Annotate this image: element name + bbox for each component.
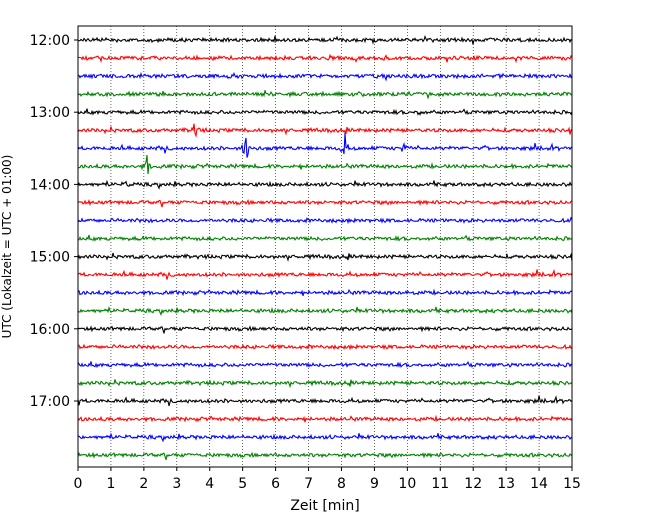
x-tick-label: 5 — [238, 476, 247, 492]
x-axis-label: Zeit [min] — [290, 498, 359, 514]
trace-row-1230 — [77, 71, 573, 82]
x-tick-label: 11 — [431, 476, 449, 492]
trace-row-1245 — [77, 90, 573, 100]
x-tick-label: 0 — [74, 476, 83, 492]
x-tick-label: 8 — [337, 476, 346, 492]
x-tick-label: 10 — [398, 476, 416, 492]
x-tick-label: 15 — [563, 476, 581, 492]
trace-row-1745 — [77, 451, 573, 460]
trace-row-1515 — [77, 268, 573, 280]
trace-row-1215 — [77, 53, 573, 64]
y-tick-label: 13:00 — [30, 105, 70, 121]
trace-row-1715 — [77, 414, 573, 423]
x-tick-label: 2 — [139, 476, 148, 492]
x-tick-label: 1 — [106, 476, 115, 492]
y-tick-label: 15:00 — [30, 250, 70, 266]
trace-row-1330 — [77, 132, 573, 158]
y-axis-ticks: 12:00 13:00 14:00 15:00 16:00 17:00 — [30, 33, 78, 410]
trace-row-1730 — [77, 432, 573, 443]
x-tick-label: 9 — [370, 476, 379, 492]
trace-row-1445 — [77, 234, 573, 242]
y-tick-label: 16:00 — [30, 322, 70, 338]
trace-row-1200 — [77, 35, 573, 45]
y-tick-label: 17:00 — [30, 394, 70, 410]
y-tick-label: 12:00 — [30, 33, 70, 49]
trace-row-1545 — [77, 305, 573, 317]
x-tick-label: 7 — [304, 476, 313, 492]
trace-row-1415 — [77, 198, 573, 208]
seismic-traces — [77, 35, 573, 460]
trace-row-1315 — [77, 123, 573, 138]
trace-row-1615 — [77, 343, 573, 351]
x-tick-label: 6 — [271, 476, 280, 492]
trace-row-1600 — [77, 325, 573, 334]
trace-row-1430 — [77, 216, 573, 225]
trace-row-1530 — [77, 288, 573, 297]
trace-row-1645 — [77, 379, 573, 389]
x-tick-label: 14 — [530, 476, 548, 492]
plot-frame — [77, 25, 573, 468]
y-axis-label: UTC (Lokalzeit = UTC + 01:00) — [0, 155, 14, 339]
trace-row-1400 — [77, 179, 573, 190]
x-tick-label: 13 — [497, 476, 515, 492]
trace-row-1300 — [77, 108, 573, 116]
y-tick-label: 14:00 — [30, 177, 70, 193]
trace-row-1630 — [77, 361, 573, 369]
trace-row-1700 — [77, 395, 573, 407]
trace-row-1500 — [77, 252, 573, 262]
x-tick-label: 3 — [172, 476, 181, 492]
x-axis-ticks: 0 1 2 3 4 5 6 7 8 9 10 11 12 13 14 15 — [74, 467, 581, 492]
x-tick-label: 4 — [205, 476, 214, 492]
trace-row-1345 — [77, 154, 573, 175]
x-tick-label: 12 — [464, 476, 482, 492]
